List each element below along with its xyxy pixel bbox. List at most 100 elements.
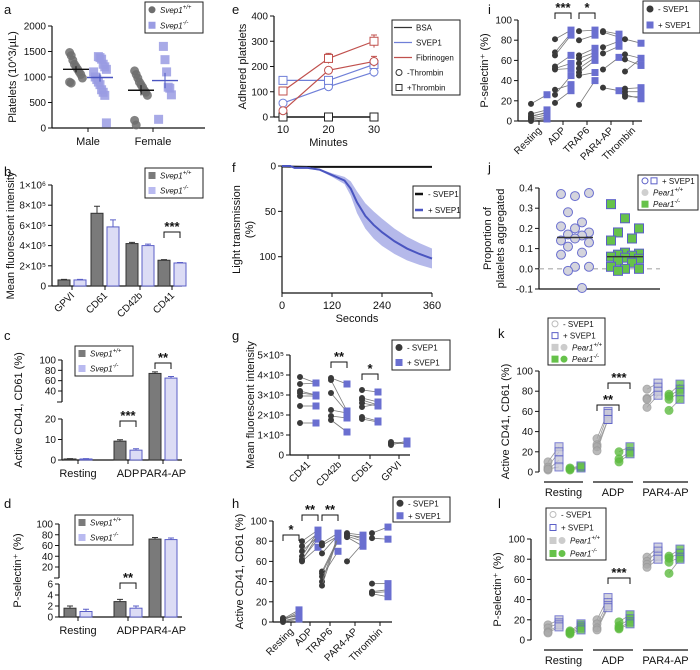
significance-label: * <box>288 522 294 537</box>
data-point <box>576 37 582 44</box>
data-point <box>556 221 566 232</box>
data-point <box>606 235 616 246</box>
data-point <box>675 554 685 564</box>
data-point <box>334 533 342 541</box>
data-point <box>664 394 674 404</box>
x-tick-label: 240 <box>373 300 391 312</box>
error-bar <box>133 605 139 609</box>
bar <box>141 245 155 287</box>
data-point <box>637 61 645 69</box>
data-point <box>403 440 411 448</box>
y-tick-label: 0 <box>270 162 276 173</box>
legend-label: BSA <box>416 24 433 33</box>
data-point <box>584 188 594 199</box>
legend-label: Pear1+/+ <box>570 536 601 546</box>
y-axis-title: Active CD41, CD61 (%) <box>500 364 512 480</box>
legend-marker <box>549 511 557 518</box>
y-axis-title: Mean fluorescent intensity <box>5 171 17 299</box>
legend-marker <box>78 534 86 541</box>
y-tick-label: 6 <box>47 580 53 591</box>
y-tick-label: 20 <box>256 597 268 608</box>
data-point <box>552 36 558 43</box>
error-bar <box>61 278 67 280</box>
data-point <box>622 68 628 75</box>
significance-bracket <box>321 514 339 521</box>
data-point <box>563 241 573 252</box>
legend-label: Pear1+/+ <box>653 188 684 198</box>
data-point <box>278 98 288 108</box>
bar <box>79 458 93 461</box>
significance-bracket <box>301 514 319 521</box>
significance-label: *** <box>555 0 571 15</box>
x-tick-label: Resting <box>264 626 296 658</box>
y-tick-label: 0 <box>506 117 512 128</box>
data-point <box>584 237 594 248</box>
error-bar <box>77 278 83 280</box>
data-point <box>343 414 351 422</box>
panel-a: a 0 500 1000 1500 2000 Platelets (10^3/µL) Male… <box>4 1 205 148</box>
x-tick-label: CD61 <box>84 290 110 316</box>
pair-line <box>301 534 319 561</box>
label-text: Svep1 <box>160 6 183 15</box>
label-text: Svep1 <box>160 187 183 196</box>
legend-label: Svep1+/+ <box>160 171 192 181</box>
data-point <box>369 112 379 122</box>
x-tick-label: PAR4-AP <box>140 468 186 480</box>
y-tick-label: 40 <box>522 427 534 438</box>
bar <box>63 607 77 618</box>
y-tick-label: 20 <box>522 447 534 458</box>
label-superscript: -/- <box>113 533 119 539</box>
legend-label: + SVEP1 <box>428 206 461 215</box>
data-point <box>359 387 365 393</box>
significance-label: ** <box>603 392 614 407</box>
y-tick-label: 40 <box>45 387 57 398</box>
data-point <box>369 589 375 596</box>
label-superscript: -/- <box>113 364 119 370</box>
y-tick-label: 0.2 <box>519 224 533 235</box>
panel-label: b <box>4 164 11 179</box>
panel-label: a <box>4 2 12 17</box>
data-point <box>567 87 575 95</box>
pair-line <box>321 535 339 582</box>
bar <box>113 440 127 461</box>
data-point <box>567 64 575 72</box>
data-point <box>563 207 573 218</box>
legend-label: Pear1-/- <box>653 199 680 209</box>
panel-label: i <box>488 2 491 17</box>
data-point <box>576 60 582 67</box>
data-point <box>312 419 320 427</box>
data-point <box>154 114 164 124</box>
y-tick-label: 100 <box>495 16 512 27</box>
data-point <box>634 263 644 274</box>
y-axis-title: (%) <box>244 221 256 238</box>
y-tick-label: 2 <box>47 602 53 613</box>
data-point <box>552 66 558 73</box>
legend-marker <box>396 499 404 507</box>
significance-bracket <box>578 12 596 19</box>
bar <box>129 607 143 618</box>
data-point <box>328 390 334 396</box>
data-point <box>552 86 558 93</box>
legend-marker <box>650 177 658 185</box>
data-point <box>600 84 606 91</box>
y-tick-label: 0 <box>527 468 533 479</box>
data-point <box>642 384 652 394</box>
panel-f: f 0 50 100 Light transmission (%) 0 120 240 360 Se… <box>231 160 461 325</box>
x-tick-label: Resting <box>59 625 96 637</box>
x-tick-label: GPVI <box>52 290 77 315</box>
error-bar <box>117 439 123 442</box>
legend-marker <box>395 359 403 366</box>
panel-label: l <box>498 496 501 511</box>
y-axis-title: P-selectin⁺ (%) <box>492 552 504 626</box>
legend-box <box>412 185 461 219</box>
data-point <box>637 93 645 101</box>
y-tick-label: 40 <box>514 595 526 606</box>
series-line <box>282 165 433 260</box>
data-point <box>280 617 286 624</box>
y-tick-label: 0 <box>50 456 56 467</box>
x-tick-label: 10 <box>277 124 289 136</box>
legend-label: Svep1-/- <box>90 364 118 374</box>
label-text: Svep1 <box>160 21 183 30</box>
y-tick-label: 1×10⁵ <box>257 431 284 442</box>
